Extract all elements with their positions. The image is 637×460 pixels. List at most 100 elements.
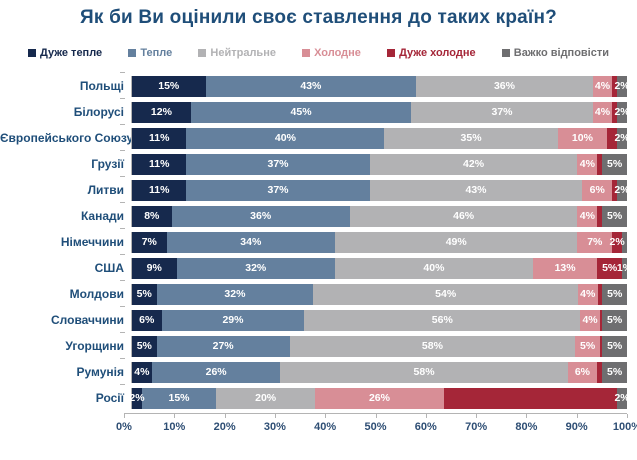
bar-segment-cold: 6% (582, 179, 613, 201)
segment-value-label: 5% (607, 340, 623, 352)
stacked-bar: 2% 15% 20% 26% 2% (129, 387, 630, 409)
bar-segment-warm: 34% (166, 231, 335, 253)
chart-row: Литви 11% 37% 43% 6% 2% (0, 176, 630, 203)
chart-rows: Польщі 15% 43% 36% 4% 2% Білорусі 12% 45% 37% 4% 2%… (0, 72, 633, 411)
bar-segment-warm: 32% (156, 283, 314, 305)
bar-segment-neutral: 35% (384, 127, 558, 149)
stacked-bar: 12% 45% 37% 4% 2% (131, 101, 630, 123)
bar-segment-very_cold (607, 127, 618, 149)
stacked-bar: 8% 36% 46% 4% 5% (131, 205, 627, 227)
segment-value-label: 2% (609, 236, 625, 248)
legend-swatch-icon (128, 49, 137, 57)
segment-value-label: 4% (580, 288, 596, 300)
segment-value-label: 4% (579, 210, 595, 222)
x-axis-spacer (0, 413, 124, 440)
bar-segment-neutral: 42% (369, 153, 578, 175)
segment-value-label: 29% (222, 314, 244, 326)
x-axis-tick-label: 40% (314, 421, 337, 433)
x-axis-tick (476, 414, 478, 418)
segment-value-label: 12% (150, 106, 172, 118)
stacked-bar: 5% 27% 58% 5% 5% (131, 335, 627, 357)
chart-row: Словаччини 6% 29% 56% 4% 5% (0, 306, 627, 333)
bar-segment-neutral: 56% (304, 309, 581, 331)
bar-segment-hard_to_answer: 5% (602, 283, 627, 305)
bar-segment-cold: 4% (592, 101, 613, 123)
segment-value-label: 4% (134, 366, 150, 378)
bar-segment-neutral: 36% (416, 75, 593, 97)
segment-value-label: 42% (463, 158, 485, 170)
segment-value-label: 32% (224, 288, 246, 300)
bar-segment-cold: 5% (575, 335, 600, 357)
x-axis-tick-label: 50% (364, 421, 387, 433)
bar-segment-very_cold (599, 309, 603, 331)
bar-segment-very_warm: 9% (132, 257, 177, 279)
segment-value-label: 8% (144, 210, 160, 222)
bar-segment-cold: 10% (557, 127, 608, 149)
segment-value-label: 5% (607, 288, 623, 300)
bar-segment-hard_to_answer: 2% (614, 101, 630, 123)
bar-segment-very_cold: 5% (597, 257, 623, 279)
segment-value-label: 11% (149, 184, 170, 196)
bar-segment-very_warm: 11% (132, 153, 187, 175)
chart-row: Німеччини 7% 34% 49% 7% 2% (0, 228, 627, 255)
x-axis-tick-label: 80% (515, 421, 538, 433)
segment-value-label: 2% (614, 106, 630, 118)
x-axis-tick (224, 414, 226, 418)
category-label: Румунія (76, 365, 125, 379)
bar-segment-warm: 37% (186, 179, 370, 201)
bar-segment-very_cold (597, 361, 603, 383)
x-axis: 0% 10% 20% 30% 40% 50% 60% 70% 80% 90% 100% (0, 413, 637, 440)
bar-segment-warm: 27% (156, 335, 290, 357)
bar-segment-cold: 4% (577, 283, 598, 305)
bar-segment-very_warm: 11% (132, 127, 187, 149)
bar-segment-very_warm: 6% (132, 309, 162, 331)
legend-item-very_cold: Дуже холодне (387, 47, 476, 59)
stacked-bar: 4% 26% 58% 6% 5% (131, 361, 627, 383)
bar-segment-warm: 29% (161, 309, 305, 331)
bar-segment-very_cold (612, 101, 618, 123)
segment-value-label: 7% (587, 236, 603, 248)
segment-value-label: 11% (149, 132, 170, 144)
segment-value-label: 37% (267, 184, 289, 196)
category-label: Польщі (79, 79, 124, 93)
bar-segment-warm: 26% (151, 361, 281, 383)
legend-label: Нейтральне (210, 47, 276, 59)
chart-row: Білорусі 12% 45% 37% 4% 2% (0, 98, 630, 125)
x-axis-tick-label: 20% (213, 421, 236, 433)
segment-value-label: 45% (290, 106, 312, 118)
category-label: Білорусі (73, 105, 124, 119)
chart-row: Угорщини 5% 27% 58% 5% 5% (0, 332, 627, 359)
stacked-bar: 15% 43% 36% 4% 2% (131, 75, 630, 97)
segment-value-label: 34% (240, 236, 262, 248)
chart-row: Росії 2% 15% 20% 26% 2% (0, 384, 630, 411)
segment-value-label: 40% (274, 132, 296, 144)
segment-value-label: 1% (616, 262, 633, 274)
bar-segment-hard_to_answer: 2% (614, 75, 630, 97)
legend-item-hard_to_answer: Важко відповісти (501, 47, 609, 59)
segment-value-label: 2% (129, 392, 145, 404)
bar-segment-hard_to_answer: 5% (602, 153, 627, 175)
segment-value-label: 10% (571, 132, 593, 144)
segment-value-label: 13% (554, 262, 576, 274)
stacked-bar-chart: Польщі 15% 43% 36% 4% 2% Білорусі 12% 45% 37% 4% 2%… (0, 72, 637, 440)
stacked-bar: 6% 29% 56% 4% 5% (131, 309, 627, 331)
legend-label: Дуже холодне (399, 47, 476, 59)
segment-value-label: 37% (491, 106, 513, 118)
x-axis-tick (274, 414, 276, 418)
segment-value-label: 36% (493, 80, 515, 92)
legend-swatch-icon (387, 49, 396, 57)
segment-value-label: 5% (136, 288, 152, 300)
segment-value-label: 26% (368, 392, 390, 404)
bar-segment-neutral: 58% (280, 361, 568, 383)
segment-value-label: 6% (139, 314, 155, 326)
bar-segment-very_cold (599, 335, 603, 357)
bar-segment-hard_to_answer: 5% (602, 309, 627, 331)
legend-item-cold: Холодне (302, 47, 361, 59)
segment-value-label: 5% (607, 314, 623, 326)
bar-segment-cold: 6% (567, 361, 598, 383)
chart-row: Румунія 4% 26% 58% 6% 5% (0, 358, 627, 385)
stacked-bar: 9% 32% 40% 13% 5% 1% (131, 257, 633, 279)
bar-segment-neutral: 58% (289, 335, 576, 357)
legend-swatch-icon (28, 49, 36, 57)
